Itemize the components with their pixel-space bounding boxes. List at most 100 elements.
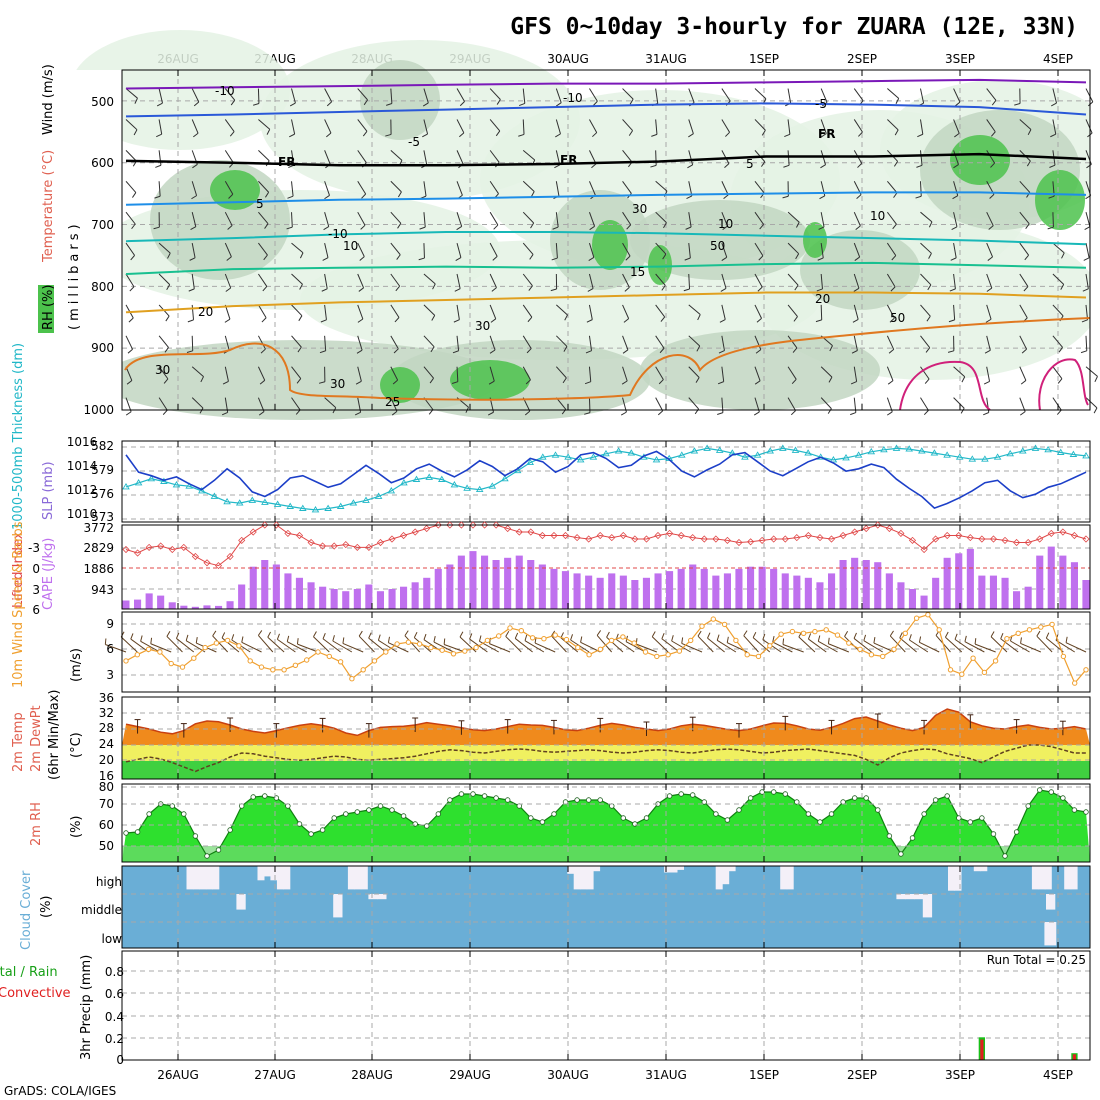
wind-barb	[423, 212, 426, 228]
wind-speed-point	[213, 640, 220, 646]
wind-speed-point	[270, 667, 276, 673]
wind-barb-flag	[519, 102, 525, 107]
cape-bar	[955, 553, 963, 609]
wind-barb-flag	[162, 409, 168, 415]
wind-barb	[622, 335, 629, 351]
cloud-cell	[722, 866, 730, 885]
wind-barb	[1055, 639, 1075, 653]
wind-barb-flag	[628, 130, 634, 136]
isotherm-25	[124, 317, 1091, 401]
wind-barb-flag	[454, 288, 461, 292]
wind-barb-flag	[895, 98, 900, 104]
wind-barb-flag	[496, 99, 501, 105]
li-point	[249, 528, 257, 536]
rh2m-point	[666, 793, 673, 799]
wind-barb	[1020, 642, 1042, 653]
temp-line	[125, 708, 1087, 737]
wind-barb	[596, 635, 613, 653]
cape-bar	[654, 573, 662, 609]
thickness-point	[753, 451, 762, 458]
wind-barb-flag	[188, 288, 195, 292]
wind-barb-flag	[661, 285, 666, 291]
wind-barb	[257, 273, 268, 287]
wind-barb	[661, 638, 680, 653]
wind-barb-flag	[889, 317, 895, 323]
wind-barb-flag	[363, 99, 368, 106]
wind-barb-flag	[555, 133, 561, 138]
wind-barb	[459, 636, 477, 653]
wind-barb-flag	[253, 103, 260, 106]
bottom-date-label: 26AUG	[157, 1068, 199, 1082]
rh2m-point	[724, 817, 731, 823]
cape-bar	[295, 577, 303, 609]
wind-barb-flag	[717, 381, 724, 385]
wind-barb-flag	[990, 162, 996, 168]
wind-barb	[588, 335, 593, 351]
wind-barb	[291, 366, 302, 379]
wind-barb-flag	[948, 319, 955, 323]
cloud-cell	[264, 866, 271, 877]
wind-barb	[716, 639, 737, 653]
cape-bar	[943, 557, 951, 609]
wind-barb-flag	[527, 316, 533, 323]
rh2m-area	[122, 790, 1090, 862]
wind-barb	[277, 638, 296, 653]
cape-bar	[203, 605, 211, 609]
wind-barb-flag	[451, 381, 458, 384]
wind-barb-flag	[276, 633, 280, 640]
cape-tick: 1886	[83, 562, 114, 576]
wind-barb-flag	[392, 379, 398, 385]
wind-barb	[423, 181, 427, 197]
wind-barb	[423, 243, 425, 259]
wind-speed-point	[925, 612, 931, 618]
thickness-point	[349, 499, 358, 506]
wind-barb	[1065, 642, 1087, 653]
wind-barb-flag	[722, 225, 728, 231]
wind-barb-flag	[719, 319, 726, 323]
wind-barb	[489, 119, 501, 132]
wind-barb	[258, 635, 274, 653]
wind-barb	[886, 180, 898, 194]
wind-barb-flag	[983, 412, 989, 416]
cloud-cell	[905, 894, 915, 900]
wind-barb	[1010, 640, 1030, 653]
thickness-point	[412, 475, 421, 482]
rh2m-point	[493, 795, 499, 801]
cape-bar	[446, 564, 454, 609]
rh2m-point	[713, 811, 719, 817]
li-point	[342, 541, 350, 549]
rh-area	[950, 135, 1010, 185]
rh2m-point	[181, 811, 187, 817]
cape-bar	[527, 560, 535, 609]
thickness-tick: 579	[91, 463, 114, 477]
cape-bar	[862, 560, 870, 609]
wind-barb	[291, 88, 296, 104]
wind-barb-flag	[685, 226, 692, 230]
li-tick: -3	[28, 541, 40, 555]
li-point	[157, 542, 165, 550]
wind-barb	[514, 638, 533, 653]
thickness-point	[892, 444, 901, 451]
wind-barb	[688, 243, 691, 259]
wind-speed-point	[202, 644, 208, 651]
wind-barb-flag	[928, 253, 932, 259]
wind-barb	[456, 119, 465, 134]
thickness-point	[336, 502, 345, 509]
wind-barb	[191, 119, 199, 134]
top-date-axis: 26AUG 27AUG 28AUG 29AUG 30AUG 31AUG 1SEP…	[157, 52, 1073, 66]
wind-barb	[522, 180, 535, 192]
wind-barb-flag	[258, 411, 265, 416]
wind-barb-flag	[489, 349, 496, 354]
bottom-date-axis: 26AUG 27AUG 28AUG 29AUG 30AUG 31AUG 1SEP…	[157, 1068, 1073, 1082]
dewpt-axis-label: 2m DewPt	[29, 705, 44, 772]
thickness-point	[867, 447, 876, 455]
wind-barb	[588, 242, 595, 258]
wind-barb-flag	[856, 194, 862, 199]
thickness-point	[134, 479, 143, 486]
wind-barb-flag	[659, 347, 665, 354]
wind-barb-flag	[1058, 347, 1063, 353]
cape-bar	[631, 580, 639, 609]
wind-barb-flag	[629, 98, 634, 105]
wind-barb	[378, 639, 398, 653]
upper-wind-barbs	[125, 88, 1098, 416]
